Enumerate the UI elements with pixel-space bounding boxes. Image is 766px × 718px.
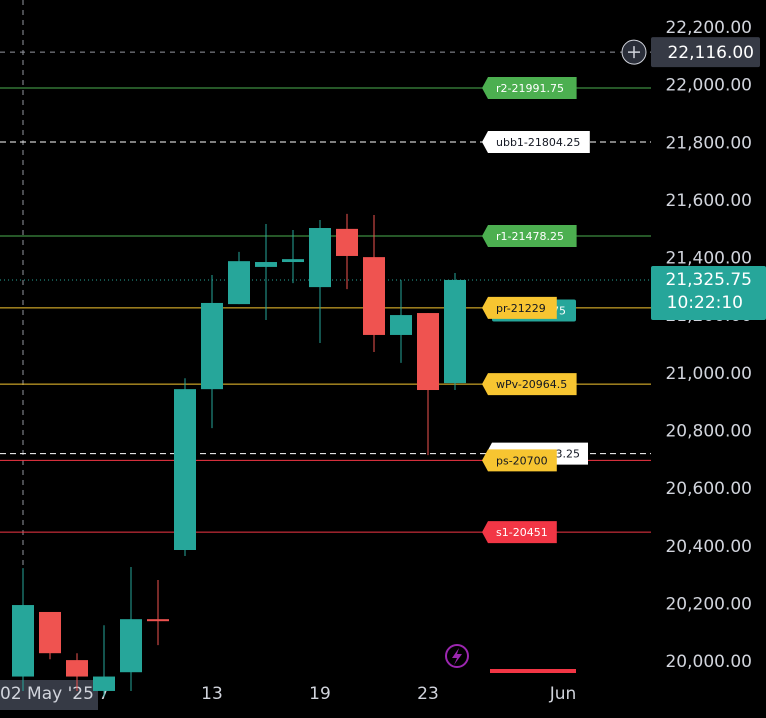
candle-body xyxy=(444,279,466,384)
y-tick-label: 20,200.00 xyxy=(665,594,752,614)
candle-body xyxy=(39,611,61,654)
level-tag xyxy=(482,131,590,154)
y-tick-label: 22,200.00 xyxy=(665,18,752,38)
y-tick-label: 20,000.00 xyxy=(665,652,752,672)
candle-body xyxy=(120,619,142,673)
level-tag xyxy=(482,521,557,544)
y-tick-label: 20,600.00 xyxy=(665,479,752,499)
candle-body xyxy=(309,228,331,288)
y-tick-label: 21,600.00 xyxy=(665,191,752,211)
candle-body xyxy=(12,605,34,677)
x-tick-label: 13 xyxy=(201,684,223,704)
level-tag-label: s1-20451 xyxy=(496,526,548,539)
x-axis-area xyxy=(98,680,766,718)
x-tick-label: Jun xyxy=(549,684,577,704)
candle-body xyxy=(282,259,304,263)
level-tag xyxy=(482,76,577,99)
x-crosshair-label-bg xyxy=(0,680,98,710)
y-tick-label: 20,800.00 xyxy=(665,422,752,442)
candle-body xyxy=(228,261,250,305)
x-tick-label: 02 May '25 xyxy=(0,684,94,704)
level-tag xyxy=(482,296,557,319)
level-tag-label: r1-21478.25 xyxy=(496,230,564,243)
candle-body xyxy=(417,313,439,391)
candle-body xyxy=(93,676,115,691)
add-alert-plus xyxy=(628,46,640,59)
x-tick-label: 19 xyxy=(309,684,331,704)
y-tick-label: 21,800.00 xyxy=(665,133,752,153)
crosshair-label-bg xyxy=(651,37,760,68)
level-tag xyxy=(482,449,557,472)
level-tag-label: ubb1-21804.25 xyxy=(496,136,580,149)
y-tick-label: 22,000.00 xyxy=(665,76,752,96)
candle-body xyxy=(147,619,169,622)
candle-body xyxy=(363,257,385,335)
candle-body xyxy=(390,315,412,335)
y-tick-label: 21,400.00 xyxy=(665,249,752,269)
level-tag xyxy=(482,225,577,248)
crosshair-label: 22,116.00 xyxy=(667,43,754,63)
candle-body xyxy=(201,302,223,390)
level-tag-label: ps-20700 xyxy=(496,454,548,467)
countdown-label: 10:22:10 xyxy=(667,293,743,313)
candle-body xyxy=(66,660,88,677)
last-price-label: 21,325.75 xyxy=(665,270,752,290)
lightning-icon[interactable] xyxy=(445,644,469,668)
last-price-box xyxy=(651,265,766,320)
lightning-glyph xyxy=(452,648,462,665)
level-tag-label: pr-21229 xyxy=(496,302,546,315)
level-tag-label: r2-21991.75 xyxy=(496,82,564,95)
level-tag-label: wPv-20964.5 xyxy=(496,378,567,391)
candle-body xyxy=(336,228,358,256)
candle-body xyxy=(174,389,196,550)
offscreen-level-tag xyxy=(490,669,576,673)
candle-body xyxy=(255,262,277,267)
x-tick-label: 23 xyxy=(417,684,439,704)
y-tick-label: 21,000.00 xyxy=(665,364,752,384)
y-tick-label: 20,400.00 xyxy=(665,537,752,557)
level-tag xyxy=(482,373,577,396)
